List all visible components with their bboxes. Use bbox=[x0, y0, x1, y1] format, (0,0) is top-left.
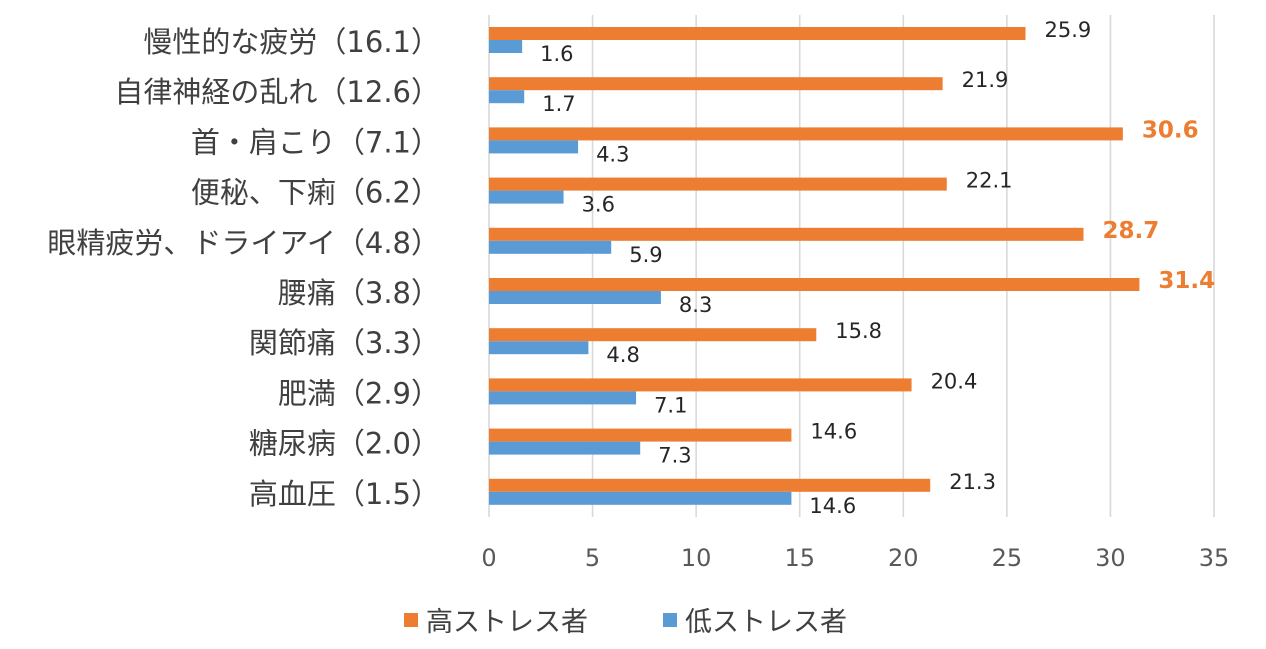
x-tick-label: 10 bbox=[681, 544, 712, 572]
bar-high-stress bbox=[489, 478, 931, 492]
x-tick-label: 0 bbox=[481, 544, 496, 572]
gridlines bbox=[488, 15, 1215, 517]
bar-high-stress bbox=[489, 378, 912, 392]
bar-high-stress bbox=[489, 428, 792, 442]
category-label: 関節痛（3.3） bbox=[249, 326, 440, 360]
bar-low-stress bbox=[489, 491, 792, 505]
legend: 高ストレス者 低ストレス者 bbox=[404, 607, 847, 638]
value-label-low-stress: 7.1 bbox=[654, 393, 687, 417]
category-label: 肥満（2.9） bbox=[278, 376, 440, 410]
value-label-low-stress: 8.3 bbox=[679, 293, 712, 317]
category-label: 糖尿病（2.0） bbox=[249, 427, 440, 461]
value-label-low-stress: 3.6 bbox=[582, 193, 615, 217]
x-tick-label: 20 bbox=[888, 544, 919, 572]
category-labels: 慢性的な疲労（16.1） 自律神経の乱れ（12.6） 首・肩こり（7.1） 便秘、下痢… bbox=[47, 25, 440, 511]
value-label-high-stress: 14.6 bbox=[810, 420, 857, 444]
value-label-low-stress: 5.9 bbox=[629, 243, 662, 267]
value-label-high-stress: 28.7 bbox=[1103, 218, 1160, 244]
legend-swatch-low-stress bbox=[663, 613, 677, 627]
bar-high-stress bbox=[489, 177, 947, 191]
value-label-low-stress: 14.6 bbox=[809, 494, 856, 518]
bar-high-stress bbox=[489, 328, 817, 342]
value-label-low-stress: 1.6 bbox=[540, 42, 573, 66]
value-label-high-stress: 15.8 bbox=[835, 319, 882, 343]
category-label: 高血圧（1.5） bbox=[249, 477, 440, 511]
x-tick-label: 30 bbox=[1095, 544, 1126, 572]
x-tick-labels: 0 5 10 15 20 25 30 35 bbox=[481, 544, 1229, 572]
value-label-high-stress: 21.9 bbox=[962, 68, 1009, 92]
bar-low-stress bbox=[489, 441, 641, 455]
bar-low-stress bbox=[489, 140, 579, 154]
legend-label-high-stress: 高ストレス者 bbox=[426, 607, 588, 638]
value-label-high-stress: 21.3 bbox=[949, 470, 996, 494]
bar-high-stress bbox=[489, 77, 943, 91]
bar-low-stress bbox=[489, 240, 612, 254]
bars bbox=[489, 27, 1140, 505]
legend-label-low-stress: 低ストレス者 bbox=[685, 607, 847, 638]
bar-low-stress bbox=[489, 40, 523, 53]
category-label: 腰痛（3.8） bbox=[278, 276, 440, 310]
x-tick-label: 15 bbox=[784, 544, 815, 572]
bar-low-stress bbox=[489, 90, 525, 104]
x-tick-label: 35 bbox=[1199, 544, 1230, 572]
bar-low-stress bbox=[489, 341, 589, 355]
value-label-high-stress: 30.6 bbox=[1142, 117, 1199, 143]
value-label-low-stress: 4.8 bbox=[606, 343, 639, 367]
x-tick-label: 25 bbox=[992, 544, 1023, 572]
bar-low-stress bbox=[489, 391, 637, 405]
value-label-low-stress: 7.3 bbox=[658, 444, 691, 468]
value-label-high-stress: 25.9 bbox=[1045, 18, 1092, 42]
category-label: 便秘、下痢（6.2） bbox=[191, 176, 440, 210]
category-label: 眼精疲労、ドライアイ（4.8） bbox=[47, 226, 440, 260]
bar-high-stress bbox=[489, 227, 1084, 241]
category-label: 自律神経の乱れ（12.6） bbox=[114, 75, 440, 109]
value-label-low-stress: 4.3 bbox=[596, 142, 629, 166]
value-label-high-stress: 31.4 bbox=[1158, 268, 1215, 294]
value-label-high-stress: 22.1 bbox=[966, 169, 1013, 193]
value-labels: 25.9 1.6 21.9 1.7 30.6 4.3 22.1 3.6 28.7 5.9 31.4 8… bbox=[540, 18, 1215, 518]
value-label-high-stress: 20.4 bbox=[931, 369, 978, 393]
bar-high-stress bbox=[489, 278, 1140, 291]
legend-swatch-high-stress bbox=[404, 613, 418, 627]
category-label: 首・肩こり（7.1） bbox=[191, 125, 440, 159]
x-tick-label: 5 bbox=[585, 544, 600, 572]
bar-low-stress bbox=[489, 291, 661, 304]
bar-low-stress bbox=[489, 190, 564, 204]
value-label-low-stress: 1.7 bbox=[542, 92, 575, 116]
bar-high-stress bbox=[489, 27, 1026, 40]
bar-high-stress bbox=[489, 127, 1123, 141]
category-label: 慢性的な疲労（16.1） bbox=[143, 25, 440, 59]
